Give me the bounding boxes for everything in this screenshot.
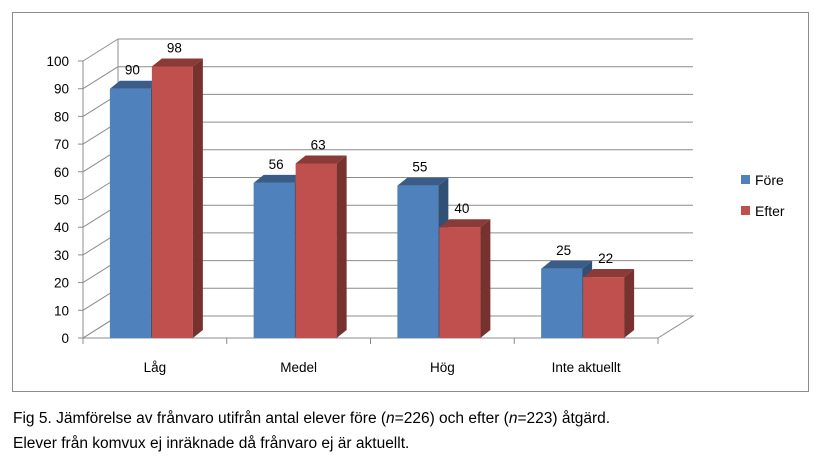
bar-side	[624, 269, 635, 338]
data-label: 63	[311, 137, 326, 152]
legend-swatch	[741, 175, 750, 184]
legend-swatch	[741, 206, 750, 215]
bar-front	[109, 88, 151, 338]
caption-n-symbol-1: n	[386, 410, 395, 427]
bar-top	[151, 58, 203, 67]
bar-front	[439, 227, 481, 338]
bar-side	[480, 219, 491, 338]
bar-top	[397, 177, 449, 186]
bar	[295, 155, 347, 338]
caption-text-3: =223) åtgärd.	[517, 410, 611, 427]
caption-text-1: Fig 5. Jämförelse av frånvaro utifrån an…	[13, 410, 387, 427]
y-tick-label: 60	[54, 165, 69, 180]
data-label: 90	[125, 63, 140, 78]
y-tick-label: 30	[54, 248, 69, 263]
bar-chart: 0 10 20 30 40 50 60 70 80 90 100 Låg Medel Hög Inte ak…	[46, 38, 785, 375]
side-gridline	[82, 66, 119, 90]
y-tick-label: 90	[54, 82, 69, 97]
legend-label: Före	[755, 172, 784, 188]
x-tick-label: Medel	[280, 360, 317, 375]
bar-front	[397, 185, 439, 338]
figure-caption-line-2: Elever från komvux ej inräknade då frånv…	[13, 435, 410, 452]
y-tick-label: 70	[54, 137, 69, 152]
bar-front	[583, 277, 625, 338]
bars	[109, 58, 635, 338]
data-label: 22	[598, 251, 613, 266]
y-tick-label: 80	[54, 109, 69, 124]
bar-top	[583, 269, 635, 278]
bar-top	[295, 155, 347, 164]
caption-n-symbol-2: n	[508, 410, 518, 427]
bar-front	[151, 66, 193, 338]
side-gridline	[82, 38, 119, 62]
bar-top	[541, 260, 593, 269]
bar-front	[295, 163, 337, 338]
x-tick-label: Låg	[144, 360, 167, 375]
y-tick-label: 20	[54, 276, 69, 291]
bar-top	[439, 219, 491, 228]
chart-frame: 0 10 20 30 40 50 60 70 80 90 100 Låg Medel Hög Inte ak…	[12, 12, 809, 392]
legend-label: Efter	[755, 203, 785, 219]
bar-top	[253, 174, 305, 183]
data-label: 40	[454, 201, 469, 216]
y-tick-label: 40	[54, 220, 69, 235]
bar	[583, 269, 635, 338]
y-tick-label: 50	[54, 193, 69, 208]
figure-caption-line-1: Fig 5. Jämförelse av frånvaro utifrån an…	[13, 410, 610, 428]
x-tick-label: Hög	[430, 360, 455, 375]
data-label: 98	[167, 41, 182, 56]
y-tick-label: 10	[54, 303, 69, 318]
data-labels: 90 98 56 63 55 40 25 22	[125, 41, 613, 267]
y-tick-label: 0	[61, 331, 69, 346]
data-label: 56	[269, 157, 284, 172]
bar-side	[336, 155, 347, 338]
data-label: 55	[412, 160, 427, 175]
bar	[439, 219, 491, 338]
caption-text-2: =226) och efter (	[394, 410, 509, 427]
x-tick-label: Inte aktuellt	[552, 360, 621, 375]
legend: Före Efter	[741, 172, 785, 219]
data-label: 25	[556, 243, 571, 258]
bar-front	[253, 182, 295, 338]
y-tick-label: 100	[46, 54, 69, 69]
bar-front	[541, 268, 583, 338]
bar-side	[192, 58, 203, 338]
bar	[151, 58, 203, 338]
bar-top	[109, 80, 161, 89]
